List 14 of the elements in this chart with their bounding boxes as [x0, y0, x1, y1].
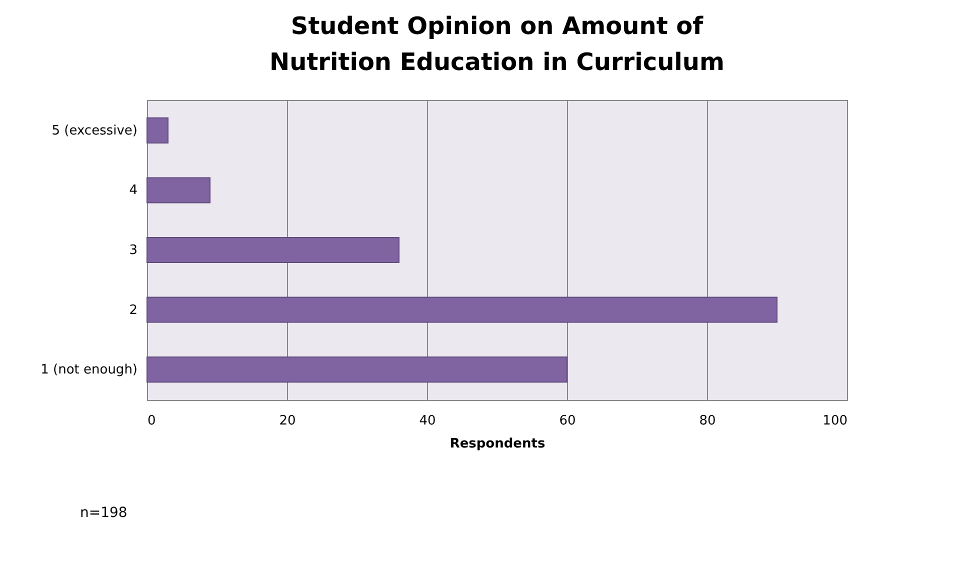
- y-tick-label: 4: [129, 183, 138, 198]
- y-tick-label: 2: [129, 302, 138, 318]
- y-tick-label: 5 (excessive): [52, 123, 138, 138]
- y-tick-label: 1 (not enough): [40, 362, 138, 378]
- x-tick-label: 100: [822, 414, 848, 428]
- chart-title: Student Opinion on Amount of Nutrition Education in Curriculum: [270, 12, 724, 76]
- y-tick-label: 3: [129, 243, 138, 258]
- x-tick-label: 0: [148, 414, 156, 428]
- x-tick-label: 80: [699, 414, 716, 428]
- x-tick-label: 20: [279, 414, 296, 428]
- text: n=198: [80, 505, 128, 521]
- x-tick-label: 60: [559, 414, 576, 428]
- x-axis-title: Respondents: [450, 436, 546, 452]
- x-tick-label: 40: [419, 414, 436, 428]
